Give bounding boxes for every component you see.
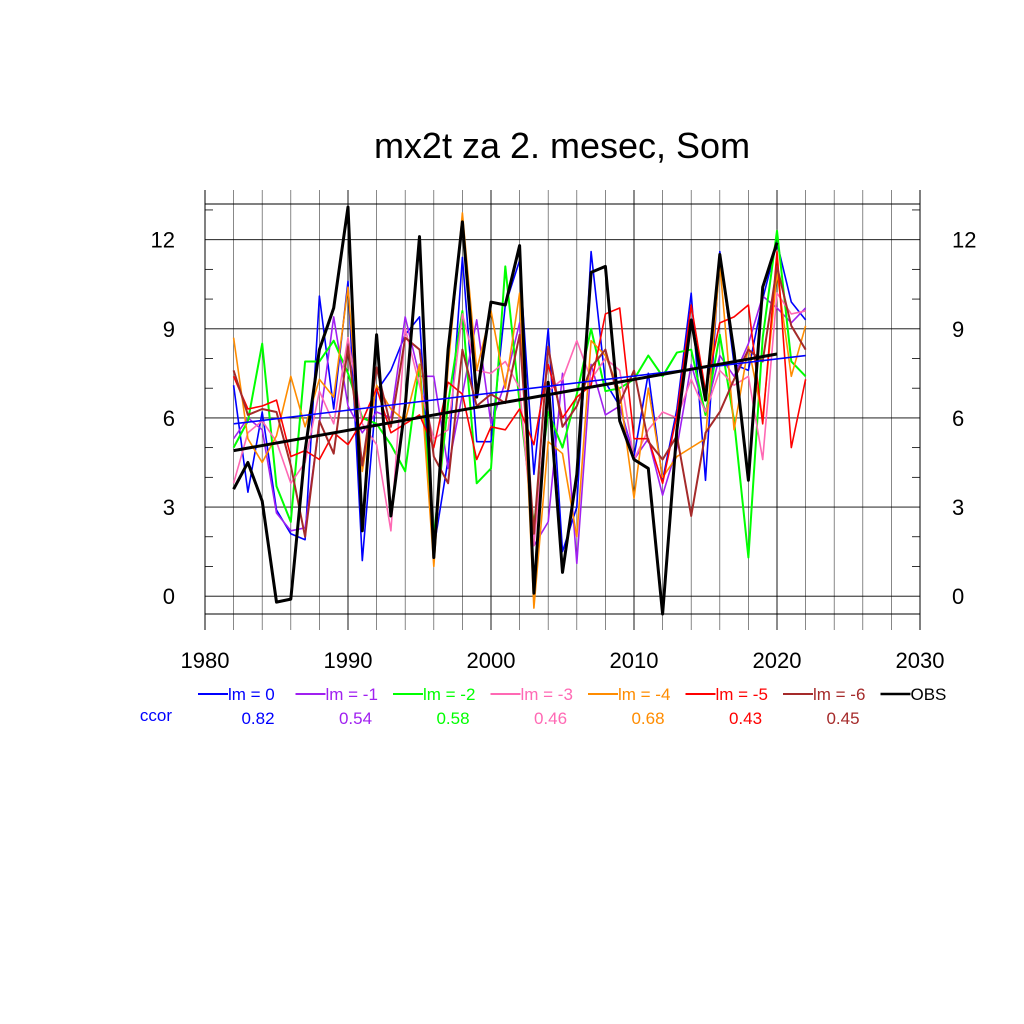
y-tick-label-right: 12	[952, 228, 976, 253]
chart-title: mx2t za 2. mesec, Som	[374, 125, 750, 166]
series-lines	[232, 205, 807, 616]
y-tick-label: 9	[163, 317, 175, 342]
series-line	[232, 265, 807, 538]
x-tick-label: 2010	[610, 648, 659, 673]
ccor-label: ccor	[140, 706, 172, 725]
ccor-value: 0.46	[534, 709, 567, 728]
legend: lm = 0 0.82 lm = -1 0.54 lm = -2 0.58 lm = -3 0…	[140, 685, 947, 728]
legend-label: lm = -5	[716, 685, 768, 704]
series-line	[232, 212, 807, 609]
x-tick-label: 2030	[896, 648, 945, 673]
axes	[204, 190, 921, 630]
tick-labels: 1980 1990 2000 2010 2020 2030 0 3 6 9 12 0 3 6 9 12	[151, 228, 977, 673]
legend-label: lm = -4	[618, 685, 670, 704]
ccor-value: 0.82	[241, 709, 274, 728]
legend-label: lm = 0	[228, 685, 275, 704]
ccor-value: 0.68	[631, 709, 664, 728]
legend-label: lm = -2	[423, 685, 475, 704]
x-tick-label: 1990	[324, 648, 373, 673]
legend-label: lm = -3	[521, 685, 573, 704]
y-tick-label: 0	[163, 584, 175, 609]
legend-label: OBS	[911, 685, 947, 704]
y-tick-label-right: 6	[952, 406, 964, 431]
y-tick-label: 12	[151, 228, 175, 253]
ccor-value: 0.58	[436, 709, 469, 728]
trend-line	[233, 352, 778, 453]
y-tick-label-right: 9	[952, 317, 964, 342]
x-tick-label: 1980	[181, 648, 230, 673]
y-tick-label-right: 3	[952, 495, 964, 520]
x-tick-label: 2000	[467, 648, 516, 673]
y-tick-label-right: 0	[952, 584, 964, 609]
x-tick-label: 2020	[753, 648, 802, 673]
y-tick-label: 6	[163, 406, 175, 431]
y-tick-label: 3	[163, 495, 175, 520]
ccor-value: 0.43	[729, 709, 762, 728]
legend-label: lm = -6	[813, 685, 865, 704]
legend-label: lm = -1	[326, 685, 378, 704]
ccor-value: 0.45	[826, 709, 859, 728]
series-line	[232, 205, 779, 616]
ccor-value: 0.54	[339, 709, 372, 728]
